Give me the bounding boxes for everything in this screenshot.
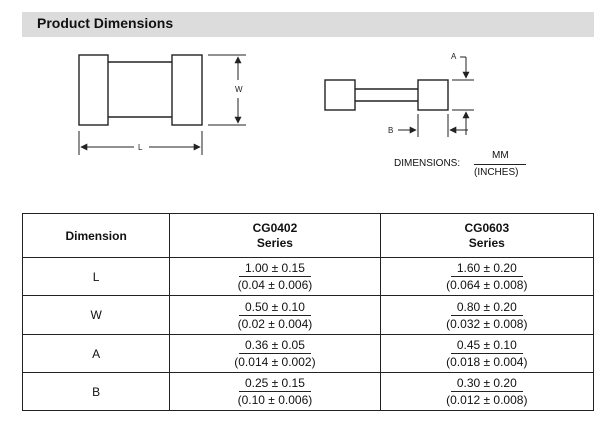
value-inches: (0.014 ± 0.002) [234,355,316,369]
terminal-right [171,54,203,126]
value-inches: (0.018 ± 0.004) [446,355,528,369]
w-label: W [235,85,243,94]
series-name: CG0603 [464,220,510,235]
a-label: A [451,52,457,61]
table-row: L 1.00 ± 0.15 (0.04 ± 0.006) 1.60 ± 0.20… [21,257,595,296]
value-inches: (0.04 ± 0.006) [237,278,313,292]
a-dimension [452,56,474,135]
value-inches: (0.064 ± 0.008) [446,278,528,292]
l-dimension [78,131,203,155]
table-row: W 0.50 ± 0.10 (0.02 ± 0.004) 0.80 ± 0.20… [21,295,595,335]
side-terminal-right [417,79,449,111]
series-suffix: Series [256,235,293,250]
value-inches: (0.012 ± 0.008) [446,393,528,407]
value-mm: 1.00 ± 0.15 [238,260,311,277]
b-label: B [388,126,393,135]
dimensions-table: Dimension CG0402 Series CG0603 Series L … [21,213,595,411]
dimension-cell: A [21,334,171,373]
dimension-cell: L [21,257,171,296]
terminal-left [78,54,109,126]
cg0603-value-cell: 1.60 ± 0.20 (0.064 ± 0.008) [379,257,595,296]
value-inches: (0.02 ± 0.004) [237,316,313,331]
side-terminal-left [324,79,356,111]
series-suffix: Series [468,235,505,250]
table-header-row: Dimension CG0402 Series CG0603 Series [21,213,595,258]
table-row: B 0.25 ± 0.15 (0.10 ± 0.006) 0.30 ± 0.20… [21,372,595,411]
value-inches: (0.10 ± 0.006) [237,393,313,407]
unit-inches: (INCHES) [474,167,519,178]
value-mm: 0.45 ± 0.10 [450,337,523,354]
section-title: Product Dimensions [37,15,174,31]
cg0603-value-cell: 0.80 ± 0.20 (0.032 ± 0.008) [379,295,595,335]
value-inches: (0.032 ± 0.008) [446,316,528,331]
header-series-cg0603: CG0603 Series [379,213,595,258]
cg0603-value-cell: 0.45 ± 0.10 (0.018 ± 0.004) [379,334,595,373]
l-label: L [138,143,143,152]
unit-mm: MM [492,150,509,161]
section-header: Product Dimensions [22,12,594,37]
unit-divider [474,164,526,165]
w-dimension [208,54,246,126]
dimension-cell: W [21,295,171,335]
cg0402-value-cell: 1.00 ± 0.15 (0.04 ± 0.006) [169,257,381,296]
dimensions-legend: DIMENSIONS: MM (INCHES) [394,147,554,183]
side-view-drawing [324,79,449,111]
cg0402-value-cell: 0.50 ± 0.10 (0.02 ± 0.004) [169,295,381,335]
cg0402-value-cell: 0.36 ± 0.05 (0.014 ± 0.002) [169,334,381,373]
value-mm: 0.36 ± 0.05 [238,337,311,354]
table-row: A 0.36 ± 0.05 (0.014 ± 0.002) 0.45 ± 0.1… [21,334,595,373]
header-series-cg0402: CG0402 Series [169,213,381,258]
dimensions-label: DIMENSIONS: [394,158,461,169]
top-view-drawing [78,54,203,126]
dimension-diagrams: W L A B [78,52,474,155]
cg0603-value-cell: 0.30 ± 0.20 (0.012 ± 0.008) [379,372,595,411]
value-mm: 1.60 ± 0.20 [450,260,523,277]
cg0402-value-cell: 0.25 ± 0.15 (0.10 ± 0.006) [169,372,381,411]
b-dimension [398,114,468,137]
series-name: CG0402 [252,220,298,235]
value-mm: 0.50 ± 0.10 [238,299,311,316]
value-mm: 0.25 ± 0.15 [238,375,311,392]
dimension-cell: B [21,372,171,411]
value-mm: 0.80 ± 0.20 [450,299,523,316]
value-mm: 0.30 ± 0.20 [450,375,523,392]
header-dimension: Dimension [21,213,171,258]
